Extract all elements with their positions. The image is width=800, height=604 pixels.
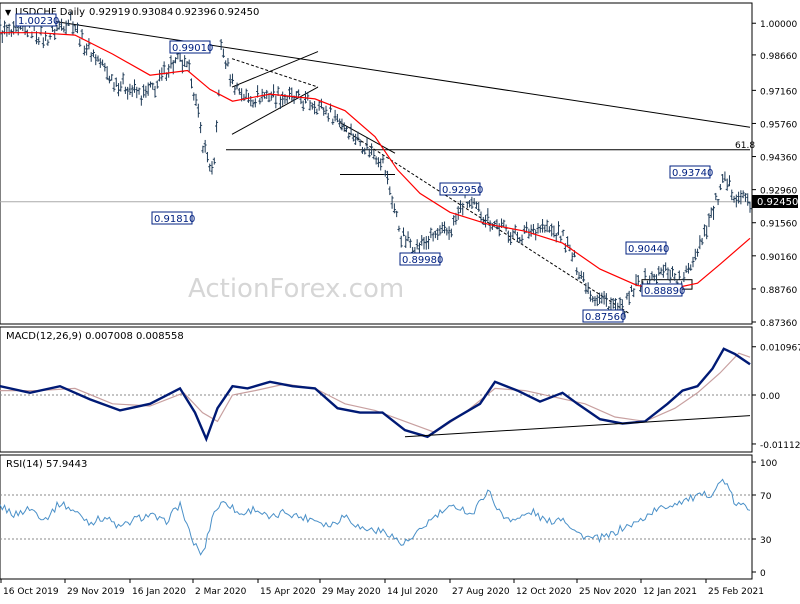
price-y-tick-label: 0.98660 [760,52,797,62]
title-group: ▼ USDCHF Daily 0.92919 0.93084 0.92396 0… [5,7,259,18]
price-y-tick-label: 0.91560 [760,220,797,230]
x-tick-label: 16 Jan 2020 [132,587,186,597]
signal-line [0,352,751,434]
price-y-tick-label: 0.95760 [760,120,797,130]
price-label-2: 0.99010 [169,40,213,54]
falling-dashed-line [339,126,631,315]
price-label-3: 0.91810 [151,211,195,225]
price-y-tick-label: 0.87360 [760,319,797,329]
x-tick-label: 12 Oct 2020 [516,587,572,597]
svg-text:0.89980: 0.89980 [402,255,443,266]
price-y-tick-label: 1.00000 [760,20,797,30]
symbol-title: USDCHF Daily [15,7,85,18]
svg-text:1.00230: 1.00230 [18,16,59,27]
watermark: ActionForex.com [188,274,404,304]
triangle-lower-line [231,86,319,135]
ohlc-open: 0.92919 [89,7,130,18]
macd-y-tick-label: 0.00 [760,392,780,402]
rsi-y-tick-label: 0 [760,569,766,579]
last-price-label: 0.92450 [757,197,798,208]
x-tick-label: 14 Jul 2020 [387,587,438,597]
x-tick-label: 2 Mar 2020 [195,587,247,597]
price-label-9: 0.93740 [669,165,713,179]
rsi-line [0,478,751,556]
svg-text:0.91810: 0.91810 [154,214,195,225]
svg-text:0.90440: 0.90440 [628,244,669,255]
price-y-tick-label: 0.90160 [760,253,797,263]
rsi-y-tick-label: 100 [760,459,777,469]
svg-text:0.93740: 0.93740 [672,168,713,179]
macd-panel-frame [0,326,753,453]
price-y-tick-label: 0.94360 [760,154,797,164]
last-price-marker: 0.92450 [752,195,798,208]
x-tick-label: 25 Nov 2020 [579,587,637,597]
svg-text:0.87560: 0.87560 [585,312,626,323]
ohlc-low: 0.92396 [175,7,216,18]
rsi-title: RSI(14) 57.9443 [6,459,87,470]
x-tick-label: 25 Feb 2021 [708,587,764,597]
channel-upper-line [339,122,396,154]
price-label-1: 1.00230 [15,13,59,27]
macd-y-tick-label: -0.011127 [760,441,800,451]
rsi-y-tick-label: 70 [760,492,772,502]
downtrend-line [19,15,751,128]
ohlc-close: 0.92450 [218,7,259,18]
chart-arrow-icon: ▼ [5,8,12,17]
price-y-tick-label: 0.97160 [760,87,797,97]
macd-title: MACD(12,26,9) 0.007008 0.008558 [6,331,184,342]
price-y-tick-label: 0.92960 [760,187,797,197]
price-label-4: 0.89980 [399,252,443,266]
macd-line [0,347,751,443]
macd-y-tick-label: 0.010967 [760,344,800,354]
x-tick-label: 12 Jan 2021 [643,587,697,597]
fib-618-label: 61.8 [735,141,755,151]
price-y-tick-label: 0.88760 [760,286,797,296]
svg-text:0.99010: 0.99010 [172,43,213,54]
triangle-dashed-line [231,58,319,88]
price-panel-frame [0,2,753,325]
svg-text:0.92950: 0.92950 [442,185,483,196]
x-tick-label: 29 May 2020 [322,587,381,597]
price-label-8: 0.88890 [641,283,685,297]
x-tick-label: 29 Nov 2019 [67,587,125,597]
price-label-5: 0.92950 [439,182,483,196]
x-tick-label: 16 Oct 2019 [3,587,59,597]
ohlc-high: 0.93084 [132,7,173,18]
price-label-6: 0.87560 [582,309,626,323]
rsi-y-tick-label: 30 [760,536,772,546]
triangle-upper-line [231,51,319,88]
price-label-7: 0.90440 [625,241,669,255]
macd-trendline [404,415,751,438]
x-tick-label: 27 Aug 2020 [452,587,510,597]
x-tick-label: 15 Apr 2020 [260,587,316,597]
rsi-panel-frame [0,454,753,580]
svg-text:0.88890: 0.88890 [644,286,685,297]
